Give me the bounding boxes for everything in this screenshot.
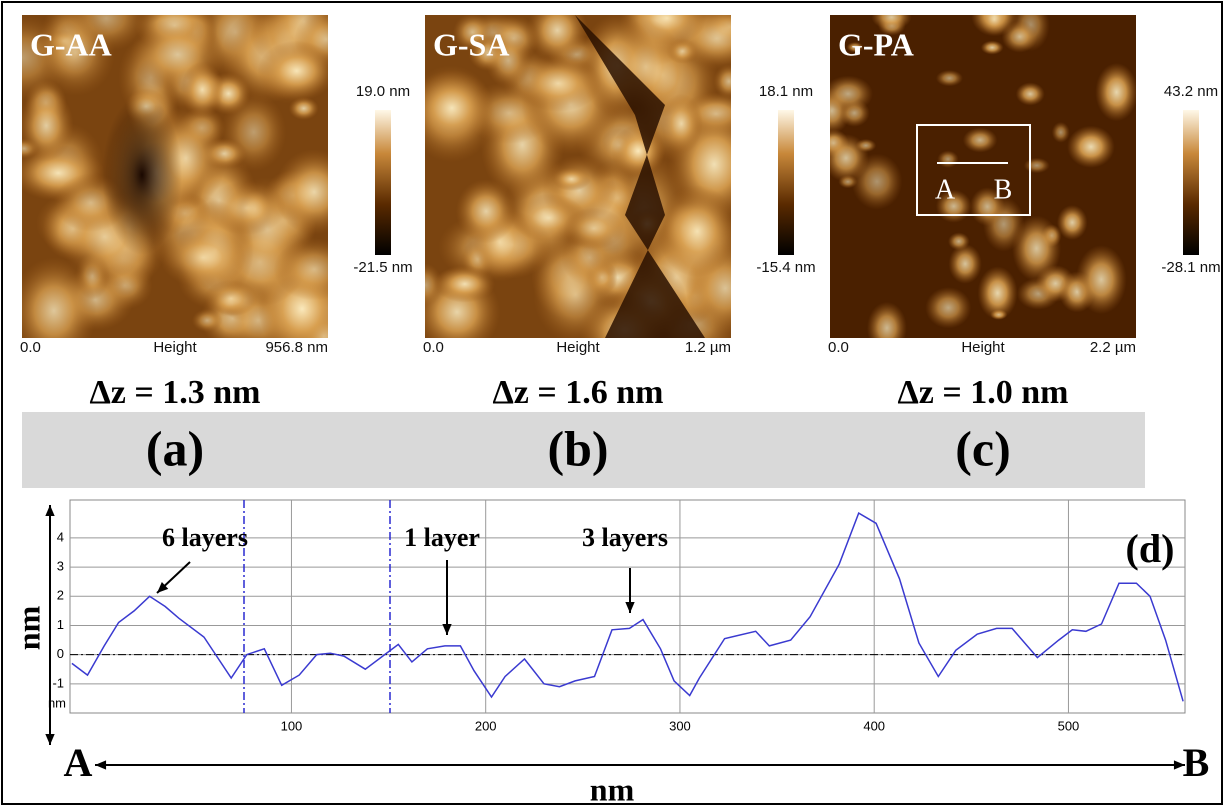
arrow-head [45,505,54,516]
grain [1024,158,1050,174]
panel-name: G-PA [838,26,914,62]
grain [937,150,958,167]
scan-start: 0.0 [423,339,444,356]
grain [855,139,876,152]
y-tick-label: 0 [57,646,64,661]
grain [978,266,1018,319]
grain [949,244,982,284]
annotation: 1 layer [404,523,480,552]
panel-name: G-AA [30,26,112,62]
x-tick-label: 100 [281,718,303,733]
channel-label: Height [153,339,197,356]
grain [207,181,286,235]
colorbar [778,110,794,255]
y-tick-label: 4 [57,529,64,544]
grain [867,302,907,354]
grain [257,41,336,101]
grain [273,238,355,301]
delta-z: Δz = 1.3 nm [89,374,260,411]
scan-end: 956.8 nm [265,339,328,356]
grain [851,153,902,209]
panel-letter: (b) [547,420,608,476]
colorbar [1183,110,1199,255]
scan-end: 2.2 µm [1090,339,1136,356]
grain [611,125,665,178]
delta-z: Δz = 1.0 nm [897,374,1068,411]
annotation: 3 layers [582,523,668,552]
y-tick-label: 3 [57,559,64,574]
x-tick-label: 300 [669,718,691,733]
scan-start: 0.0 [828,339,849,356]
delta-z: Δz = 1.6 nm [492,374,663,411]
annotation: (d) [1126,526,1175,571]
x-tick-label: 400 [863,718,885,733]
z-min-label: -28.1 nm [1161,259,1220,276]
grain [1067,126,1115,168]
grain [660,94,703,154]
y-tick-label: 2 [57,588,64,603]
x-tick-label: 200 [475,718,497,733]
grain [435,265,496,302]
grain [411,70,493,146]
grain [160,227,247,288]
z-max-label: 43.2 nm [1164,83,1218,100]
grain [456,179,517,243]
grain [274,149,354,235]
grain [948,232,970,250]
grain [1057,205,1088,240]
grain [563,208,624,250]
grain [963,128,998,153]
colorbar [375,110,391,255]
grain [1052,122,1070,143]
grain [1095,63,1138,121]
grain [936,70,963,86]
scan-end: 1.2 µm [685,339,731,356]
panel-name: G-SA [433,26,509,62]
grain [514,55,601,112]
dark-region [102,95,182,255]
start-label: A [64,740,93,785]
channel-label: Height [556,339,600,356]
channel-label: Height [961,339,1005,356]
y-tick-label: -1 [52,675,64,690]
panel-letter: (a) [146,420,204,476]
grain [981,41,1004,55]
grain [181,61,224,118]
z-max-label: 18.1 nm [759,83,813,100]
x-tick-label: 500 [1058,718,1080,733]
z-min-label: -15.4 nm [756,259,815,276]
arrow-head [45,734,54,745]
arrow-head [95,760,106,769]
marker-end: B [994,174,1013,205]
x-axis-label: nm [590,771,635,807]
figure: G-AA 19.0 nm -21.5 nm 0.0 Height 956.8 nm Δz =… [0,0,1225,807]
y-tick-label: 1 [57,617,64,632]
grain [925,287,971,328]
scan-start: 0.0 [20,339,41,356]
annotation: 6 layers [162,523,248,552]
grain [1016,82,1045,105]
grain [552,167,591,191]
panel-letter: (c) [955,420,1011,476]
grain [823,76,873,113]
grain [1076,245,1127,314]
grain [657,185,737,277]
z-max-label: 19.0 nm [356,83,410,100]
z-min-label: -21.5 nm [353,259,412,276]
y-axis-label: nm [10,605,46,650]
end-label: B [1183,740,1210,785]
marker-start: A [935,174,956,205]
grain [1002,21,1038,53]
